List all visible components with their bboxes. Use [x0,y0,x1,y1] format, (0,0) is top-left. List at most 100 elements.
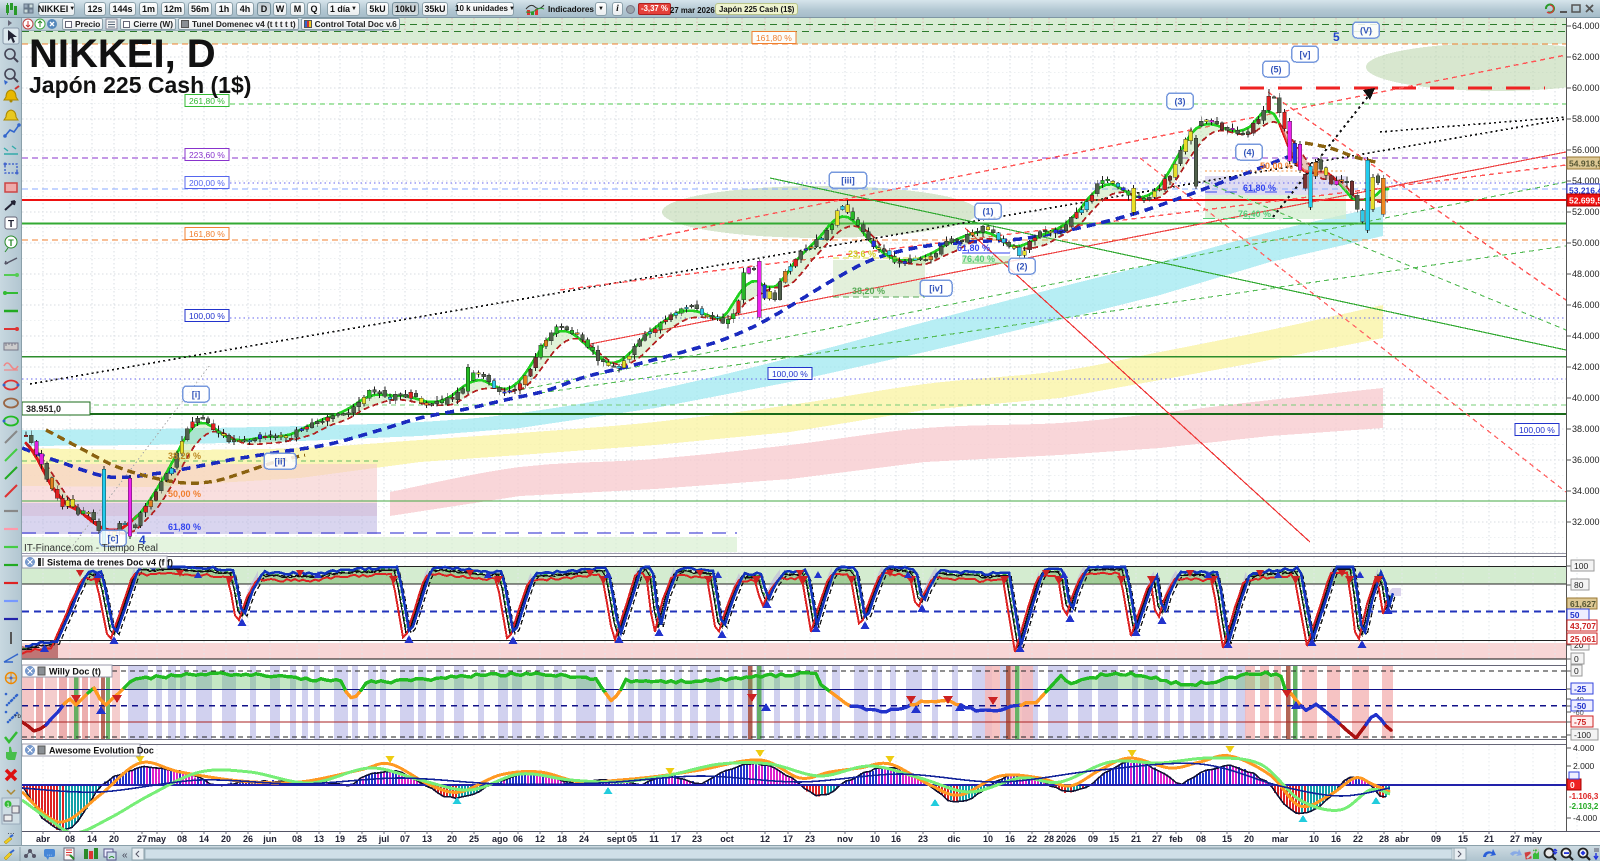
svg-text:(1): (1) [983,207,994,217]
svg-text:54.918,9: 54.918,9 [1569,159,1600,169]
svg-text:161,80 %: 161,80 % [756,33,792,43]
svg-text:48.000: 48.000 [1572,269,1600,279]
svg-text:38,20 %: 38,20 % [168,451,201,461]
svg-text:jun: jun [262,834,277,844]
svg-text:100,00 %: 100,00 % [189,311,225,321]
svg-text:may: may [1524,834,1542,844]
svg-text:(V): (V) [1360,26,1372,36]
svg-text:abr: abr [1395,834,1410,844]
svg-text:100,00 %: 100,00 % [1519,425,1555,435]
svg-text:«: « [122,850,128,861]
svg-text:T: T [8,238,14,248]
svg-text:nov: nov [837,834,853,844]
svg-text:Sistema de trenes Doc v4 (f f): Sistema de trenes Doc v4 (f f) [47,558,173,568]
svg-text:(2): (2) [1017,262,1028,272]
svg-text:76,40 %: 76,40 % [1238,209,1271,219]
svg-text:28: 28 [1044,834,1054,844]
svg-text:Awesome Evolution Doc: Awesome Evolution Doc [49,746,154,756]
svg-text:15: 15 [1109,834,1119,844]
svg-text:50.000: 50.000 [1572,238,1600,248]
svg-text:32.000: 32.000 [1572,517,1600,527]
svg-text:43,707: 43,707 [1570,621,1596,631]
svg-text:...: ... [7,826,15,836]
svg-text:20: 20 [109,834,119,844]
svg-text:60.000: 60.000 [1572,83,1600,93]
svg-text:22: 22 [1353,834,1363,844]
svg-text:Willy Doc (t): Willy Doc (t) [49,667,101,677]
svg-text:08: 08 [65,834,75,844]
svg-text:-25: -25 [1574,684,1587,694]
svg-text:(5): (5) [1271,65,1282,75]
svg-text:27: 27 [1152,834,1162,844]
svg-text:200,00 %: 200,00 % [189,178,225,188]
svg-text:13: 13 [314,834,324,844]
svg-text:[c]: [c] [108,534,119,544]
svg-text:jul: jul [378,834,390,844]
svg-text:80: 80 [1574,580,1584,590]
svg-text:20: 20 [1244,834,1254,844]
svg-text:12: 12 [535,834,545,844]
svg-text:16: 16 [1005,834,1015,844]
svg-text:4.000: 4.000 [1573,743,1595,753]
svg-text:05: 05 [627,834,637,844]
svg-text:23: 23 [918,834,928,844]
svg-text:10: 10 [870,834,880,844]
svg-text:223,60 %: 223,60 % [189,150,225,160]
svg-text:28: 28 [1379,834,1389,844]
svg-text:IT-Finance.com - Tiempo Real: IT-Finance.com - Tiempo Real [24,543,158,554]
svg-text:-75: -75 [1574,717,1587,727]
svg-text:Japón 225 Cash (1$): Japón 225 Cash (1$) [29,72,251,98]
svg-text:08: 08 [1196,834,1206,844]
svg-text:15: 15 [1222,834,1232,844]
svg-text:18: 18 [557,834,567,844]
svg-text:100,00 %: 100,00 % [772,369,808,379]
svg-text:20: 20 [447,834,457,844]
svg-text:[iii]: [iii] [841,176,855,186]
svg-text:38.951,0: 38.951,0 [26,404,61,414]
svg-text:50,00 %: 50,00 % [168,489,201,499]
svg-text:(4): (4) [1244,148,1255,158]
svg-text:2.000: 2.000 [1573,761,1595,771]
svg-text:44.000: 44.000 [1572,331,1600,341]
svg-text:5: 5 [1333,30,1340,44]
svg-text:0: 0 [1574,654,1579,664]
svg-text:40.000: 40.000 [1572,393,1600,403]
svg-text:23: 23 [692,834,702,844]
svg-text:06: 06 [513,834,523,844]
svg-text:°: ° [16,654,19,660]
svg-text:10: 10 [1309,834,1319,844]
svg-text:may: may [148,834,166,844]
svg-text:feb: feb [1169,834,1183,844]
svg-text:64.000: 64.000 [1572,21,1600,31]
svg-text:17: 17 [783,834,793,844]
svg-text:61,80 %: 61,80 % [168,522,201,532]
svg-text:13: 13 [422,834,432,844]
svg-text:-100: -100 [1574,730,1591,740]
svg-text:[v]: [v] [1300,50,1311,60]
svg-text:-1.106,3: -1.106,3 [1569,792,1599,801]
svg-text:27: 27 [1510,834,1520,844]
svg-text:07: 07 [400,834,410,844]
svg-text:mar: mar [1272,834,1289,844]
svg-text:61,80 %: 61,80 % [957,243,990,253]
svg-text:34.000: 34.000 [1572,486,1600,496]
svg-text:-4.000: -4.000 [1573,813,1597,823]
svg-text:20: 20 [221,834,231,844]
svg-text:08: 08 [177,834,187,844]
svg-text:16: 16 [1331,834,1341,844]
svg-text:24: 24 [579,834,589,844]
svg-text:0: 0 [1574,666,1579,676]
svg-text:50,00 %: 50,00 % [1260,161,1293,171]
svg-text:dic: dic [947,834,960,844]
svg-text:T: T [8,219,14,230]
svg-text:09: 09 [1088,834,1098,844]
svg-text:62.000: 62.000 [1572,52,1600,62]
svg-text:-2.103,2: -2.103,2 [1569,802,1599,811]
svg-text:23: 23 [805,834,815,844]
svg-text:21: 21 [1484,834,1494,844]
svg-text:...: ... [47,852,52,858]
svg-text:[iv]: [iv] [929,284,943,294]
svg-text:sept: sept [607,834,626,844]
svg-text:25,061: 25,061 [1570,634,1596,644]
svg-text:11: 11 [649,834,659,844]
